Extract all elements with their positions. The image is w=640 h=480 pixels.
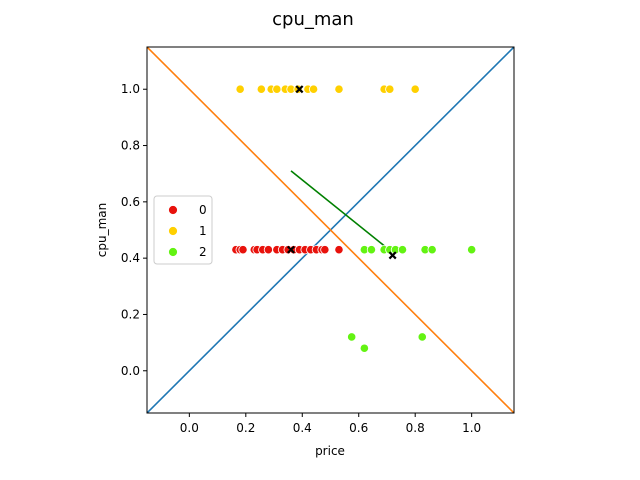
centroid-stroke xyxy=(295,85,304,94)
point-series-1 xyxy=(272,84,282,94)
point-series-1 xyxy=(334,84,344,94)
point-series-2 xyxy=(359,343,369,353)
centroid-stroke xyxy=(388,251,397,260)
x-tick-label: 0.2 xyxy=(236,421,255,435)
y-tick-label: 0.8 xyxy=(121,139,140,153)
legend-label: 0 xyxy=(199,203,207,217)
centroid-2 xyxy=(388,251,397,260)
legend: 0 1 2 xyxy=(153,195,213,265)
legend-marker xyxy=(168,247,178,257)
x-tick-label: 0.0 xyxy=(180,421,199,435)
legend-item-2: 2 xyxy=(168,245,207,259)
y-tick-label: 0.6 xyxy=(121,195,140,209)
point-series-2 xyxy=(427,245,437,255)
point-series-0 xyxy=(334,245,344,255)
x-tick-label: 0.8 xyxy=(406,421,425,435)
legend-frame xyxy=(153,195,213,265)
y-tick-label: 1.0 xyxy=(121,82,140,96)
plot-frame xyxy=(146,46,515,414)
x-axis-label: price xyxy=(315,444,345,458)
x-axis-ticks: 0.0 0.2 0.4 0.6 0.8 1.0 xyxy=(180,413,481,435)
y-tick-label: 0.2 xyxy=(121,307,140,321)
legend-item-0: 0 xyxy=(168,203,207,217)
reference-line-2 xyxy=(290,170,394,254)
x-tick-label: 0.4 xyxy=(293,421,312,435)
reference-line-1 xyxy=(147,47,514,413)
point-series-1 xyxy=(235,84,245,94)
point-series-0 xyxy=(238,245,248,255)
y-tick-label: 0.4 xyxy=(121,251,140,265)
point-series-1 xyxy=(410,84,420,94)
point-series-0 xyxy=(320,245,330,255)
point-series-1 xyxy=(308,84,319,94)
point-series-2 xyxy=(366,245,377,255)
legend-item-1: 1 xyxy=(168,224,207,238)
centroid-1 xyxy=(295,85,304,94)
y-tick-label: 0.0 xyxy=(121,364,140,378)
x-tick-label: 1.0 xyxy=(462,421,481,435)
legend-label: 1 xyxy=(199,224,207,238)
centroid-markers xyxy=(286,85,397,260)
point-series-1 xyxy=(256,84,266,94)
point-series-1 xyxy=(385,84,395,94)
legend-marker xyxy=(168,205,178,215)
centroid-stroke xyxy=(286,245,295,254)
point-series-2 xyxy=(417,332,427,342)
point-series-2 xyxy=(467,245,477,255)
point-series-0 xyxy=(263,245,273,255)
y-axis-ticks: 0.0 0.2 0.4 0.6 0.8 1.0 xyxy=(121,82,147,378)
point-series-2 xyxy=(347,332,357,342)
data-points xyxy=(231,84,477,353)
x-tick-label: 0.6 xyxy=(349,421,368,435)
reference-lines xyxy=(147,47,514,413)
legend-label: 2 xyxy=(199,245,207,259)
chart-title: cpu_man xyxy=(272,9,354,30)
legend-marker xyxy=(168,226,178,236)
centroid-0 xyxy=(286,245,295,254)
point-series-2 xyxy=(397,245,408,255)
y-axis-label: cpu_man xyxy=(95,203,109,257)
